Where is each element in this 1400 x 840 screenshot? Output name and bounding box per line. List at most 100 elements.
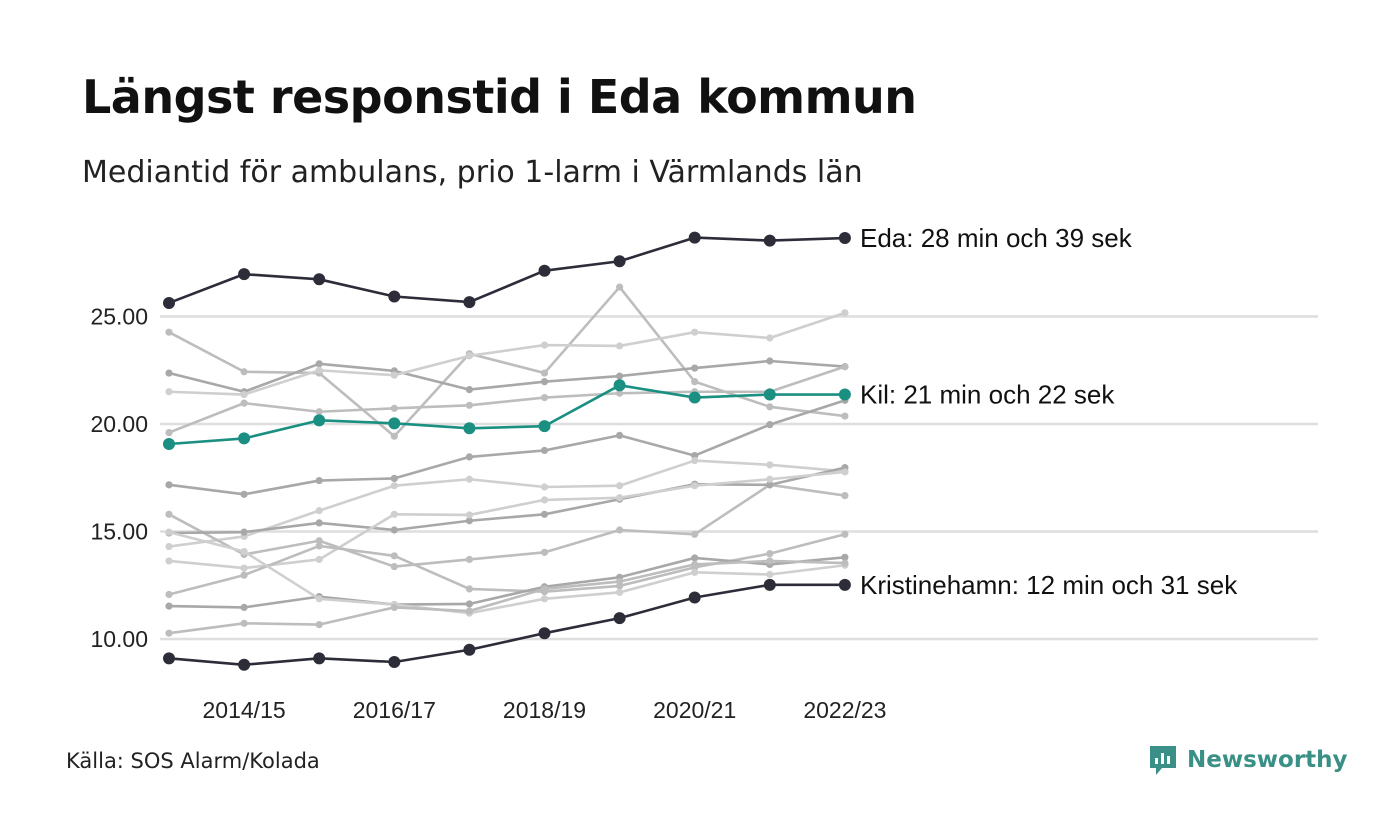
data-point — [540, 369, 549, 377]
series-label-kristinehamn: Kristinehamn: 12 min och 31 sek — [860, 570, 1238, 600]
data-point — [538, 264, 551, 277]
series-line — [167, 236, 847, 305]
data-point — [766, 403, 774, 411]
series-line — [167, 285, 847, 438]
data-point — [540, 378, 549, 386]
data-point — [165, 481, 173, 489]
data-point — [691, 364, 699, 372]
data-point — [766, 357, 774, 365]
series-line — [167, 559, 847, 635]
data-point — [465, 600, 473, 608]
data-point — [540, 496, 549, 504]
data-point — [165, 629, 173, 637]
x-axis: 2014/15 2016/17 2018/19 2020/21 2022/23 — [203, 697, 887, 723]
data-point — [688, 391, 701, 404]
data-point — [465, 555, 473, 564]
data-point — [691, 568, 699, 576]
data-point — [540, 393, 549, 402]
data-point — [616, 283, 624, 291]
x-tick-label: 2018/19 — [503, 697, 586, 723]
data-point — [315, 408, 323, 416]
series-kristinehamn — [163, 578, 851, 671]
data-point — [388, 417, 401, 430]
newsworthy-logo[interactable]: Newsworthy — [1148, 744, 1348, 776]
data-point — [165, 369, 173, 377]
data-point — [240, 619, 248, 627]
data-point — [390, 432, 398, 440]
background-series-line — [165, 456, 849, 551]
data-point — [390, 404, 398, 412]
series-line — [167, 311, 847, 396]
data-point — [841, 553, 849, 561]
data-point — [538, 420, 551, 433]
data-point — [165, 528, 173, 536]
data-point — [315, 542, 323, 550]
data-point — [841, 491, 849, 500]
data-point — [463, 296, 476, 309]
data-point — [691, 560, 699, 568]
data-point — [315, 366, 323, 374]
data-point — [841, 530, 849, 538]
data-point — [540, 510, 549, 518]
background-series-line — [165, 309, 849, 399]
data-point — [691, 378, 699, 386]
data-point — [841, 362, 849, 371]
data-point — [390, 371, 398, 379]
data-point — [315, 519, 323, 527]
x-tick-label: 2016/17 — [353, 697, 436, 723]
data-point — [540, 548, 549, 556]
data-point — [313, 273, 326, 286]
data-point — [838, 578, 851, 591]
x-tick-label: 2014/15 — [203, 697, 286, 723]
data-point — [616, 482, 624, 490]
gridlines — [160, 315, 1318, 641]
data-point — [616, 431, 624, 439]
series-line — [167, 530, 847, 615]
data-point — [465, 386, 473, 394]
data-point — [540, 341, 549, 349]
data-point — [388, 290, 401, 303]
data-point — [763, 578, 776, 591]
data-point — [691, 530, 699, 538]
data-point — [238, 268, 251, 281]
series-line — [167, 466, 847, 535]
data-point — [390, 603, 398, 611]
series-label-eda: Eda: 28 min och 39 sek — [860, 223, 1133, 253]
data-point — [540, 595, 549, 603]
data-point — [688, 231, 701, 244]
data-point — [238, 658, 251, 671]
data-point — [465, 517, 473, 525]
data-point — [691, 456, 699, 465]
data-point — [315, 537, 323, 545]
data-point — [240, 490, 248, 498]
data-point — [766, 421, 774, 429]
data-point — [163, 296, 175, 309]
data-point — [165, 510, 173, 518]
data-point — [766, 550, 774, 558]
data-point — [165, 429, 173, 437]
data-point — [390, 482, 398, 490]
series-line — [167, 399, 847, 496]
data-point — [688, 591, 701, 604]
data-point — [766, 334, 774, 342]
data-point — [240, 571, 248, 579]
data-point — [465, 511, 473, 519]
y-tick-label: 25.00 — [90, 304, 148, 330]
data-point — [390, 562, 398, 571]
series-line — [167, 532, 847, 596]
series-line — [167, 555, 847, 609]
data-point — [691, 328, 699, 336]
data-point — [240, 547, 248, 556]
y-tick-label: 20.00 — [90, 411, 148, 437]
data-point — [763, 234, 776, 247]
data-point — [691, 482, 699, 490]
data-point — [841, 559, 849, 567]
data-point — [616, 526, 624, 534]
series-line — [167, 470, 847, 570]
data-point — [841, 412, 849, 420]
highlighted-series — [163, 231, 851, 671]
data-point — [240, 603, 248, 611]
series-labels: Eda: 28 min och 39 sek Kil: 21 min och 22… — [860, 223, 1238, 600]
data-point — [240, 368, 248, 376]
